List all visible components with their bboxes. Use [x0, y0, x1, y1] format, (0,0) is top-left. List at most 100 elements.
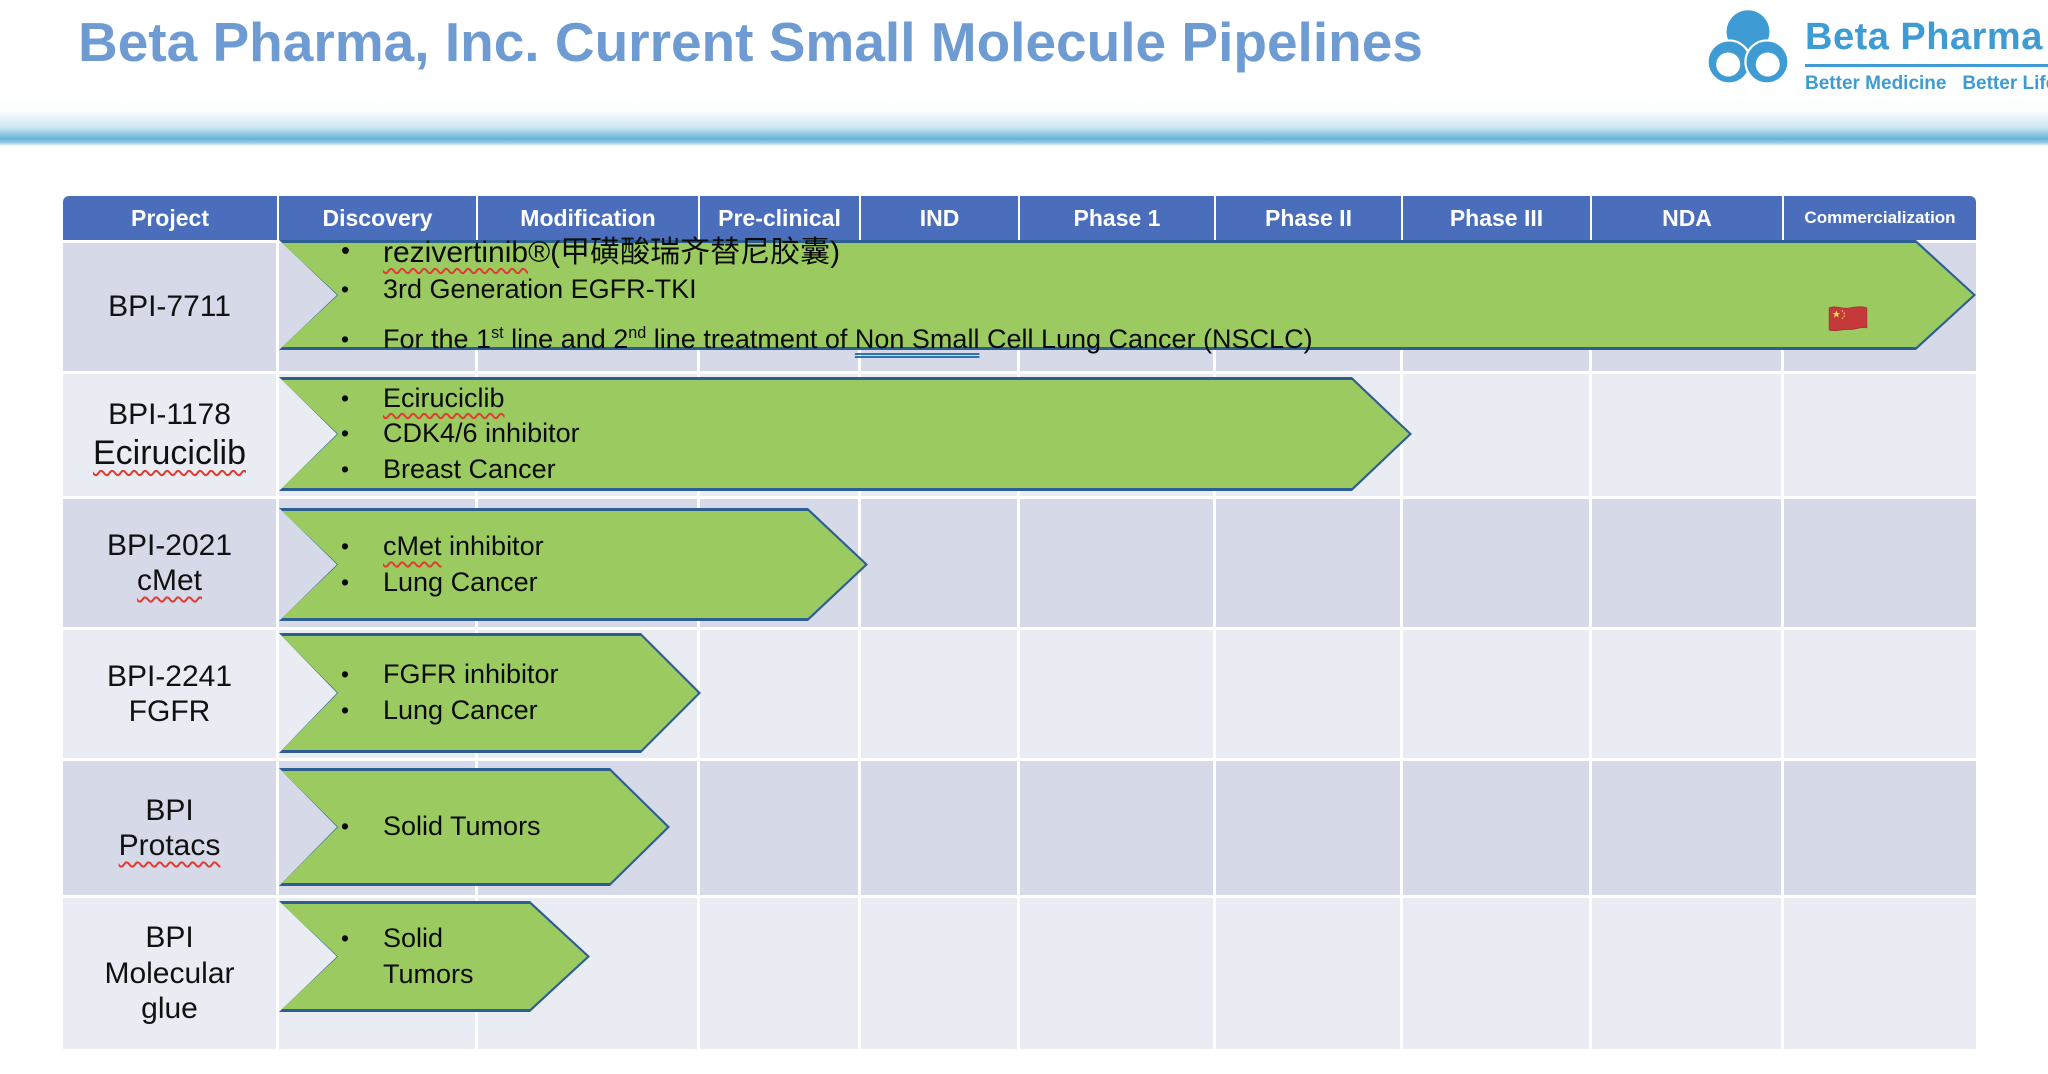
stage-cell [1403, 630, 1592, 758]
bullet-text: cMet inhibitor [383, 529, 544, 565]
bullet-text-segment: line treatment of [646, 323, 855, 354]
project-label: BPI [145, 921, 194, 955]
arrow-bullet: • For the 1st line and 2nd line treatment… [341, 322, 1976, 358]
arrow-bullet: • Eciruciclib [341, 381, 1412, 417]
bullet-text-segment: st [491, 323, 504, 342]
stage-cell [1592, 499, 1784, 627]
bullet-text-segment: Solid Tumors [383, 922, 474, 989]
stage-cell [1403, 499, 1592, 627]
arrow-bullet: • Solid Tumors [341, 809, 670, 845]
arrow-bullet: • cMet inhibitor [341, 529, 868, 565]
stage-cell [1784, 761, 1976, 895]
bullet-text-segment: Cell Lung Cancer (NSCLC) [979, 323, 1313, 354]
logo-trefoil-icon [1706, 10, 1790, 85]
arrow-body [282, 771, 667, 883]
project-label: BPI-2021 [106, 528, 233, 562]
bullet-dot: • [341, 697, 350, 723]
arrow-notes: • Eciruciclib • CDK4/6 inhibitor • Breast Can… [279, 377, 1412, 491]
bullet-dot: • [341, 532, 350, 559]
project-label: FGFR [128, 695, 211, 728]
bullet-text-segment: Lung Cancer [383, 566, 538, 597]
column-header: Pre-clinical [700, 196, 861, 240]
bullet-dot: • [341, 813, 350, 840]
column-header: Phase 1 [1020, 196, 1216, 240]
bullet-text: 3rd Generation EGFR-TKI [383, 272, 697, 308]
arrow-notes: • cMet inhibitor • Lung Cancer [279, 508, 868, 621]
pipeline-arrow: • Solid Tumors [279, 768, 670, 886]
pipeline-arrow: • Eciruciclib • CDK4/6 inhibitor • Breast Can… [279, 377, 1412, 491]
arrow-body [282, 380, 1409, 488]
bullet-text-segment: ®(甲磺酸瑞齐替尼胶囊) [528, 235, 841, 269]
bullet-text: FGFR inhibitor [383, 657, 559, 693]
arrow-bullet: • Solid Tumors [341, 921, 590, 992]
bullet-text-segment: For the 1 [383, 323, 492, 354]
bullet-text: Lung Cancer [383, 565, 538, 601]
stage-cell [861, 761, 1020, 895]
bullet-text: Solid Tumors [383, 921, 474, 992]
arrow-bullet: • rezivertinib®(甲磺酸瑞齐替尼胶囊) [341, 233, 1976, 273]
column-header: Discovery [279, 196, 478, 240]
bullet-text: Breast Cancer [383, 452, 556, 488]
project-cell: BPI-1178 Eciruciclib [63, 374, 279, 496]
bullet-text-segment: line and 2 [503, 323, 629, 354]
column-header: Phase III [1403, 196, 1592, 240]
bullet-text-segment: 3rd Generation EGFR-TKI [383, 274, 697, 305]
bullet-dot: • [341, 420, 350, 447]
project-cell: BPI-2241 FGFR [63, 630, 279, 758]
bullet-dot: • [341, 568, 350, 595]
bullet-text: Solid Tumors [383, 809, 541, 845]
china-flag-icon [1828, 306, 1868, 332]
stage-cell [1784, 374, 1976, 496]
bullet-text-segment: rezivertinib [383, 235, 529, 269]
bullet-dot: • [341, 661, 350, 688]
arrow-notes: • Solid Tumors [279, 768, 670, 886]
project-label: glue [141, 992, 198, 1026]
bullet-dot: • [341, 384, 350, 411]
logo-text: Beta Pharma Better Medicine Better Life [1805, 16, 2048, 95]
logo-tagline: Better Medicine Better Life [1805, 73, 2048, 94]
arrow-notes: • FGFR inhibitor • Lung Cancer [279, 633, 701, 753]
stage-cell [1403, 374, 1592, 496]
column-header: NDA [1592, 196, 1784, 240]
stage-cell [1592, 630, 1784, 758]
bullet-dot: • [341, 325, 350, 352]
project-label: Protacs [118, 829, 221, 862]
bullet-text-segment: Breast Cancer [383, 453, 556, 484]
bullet-text-segment: FGFR inhibitor [383, 659, 559, 690]
bullet-text: rezivertinib®(甲磺酸瑞齐替尼胶囊) [383, 233, 840, 273]
bullet-text-segment: Solid Tumors [383, 811, 541, 842]
project-cell: BPI-2021 cMet [63, 499, 279, 627]
bullet-dot: • [341, 924, 350, 951]
pipeline-arrow: • rezivertinib®(甲磺酸瑞齐替尼胶囊) • 3rd Generation… [279, 236, 1976, 354]
arrow-body [282, 243, 1973, 347]
bullet-text-segment: nd [628, 323, 647, 342]
stage-cell [1216, 761, 1403, 895]
arrow-notes: • rezivertinib®(甲磺酸瑞齐替尼胶囊) • 3rd Generation… [279, 236, 1976, 354]
bullet-text: CDK4/6 inhibitor [383, 416, 580, 452]
project-label: BPI-7711 [108, 290, 231, 324]
bullet-dot: • [341, 276, 350, 303]
arrow-bullet: • Breast Cancer [341, 452, 1412, 488]
bullet-dot: • [341, 455, 350, 482]
bullet-text-segment: CDK4/6 inhibitor [383, 418, 580, 449]
divider-band [0, 96, 2048, 146]
stage-cell [1020, 761, 1216, 895]
company-logo: Beta Pharma Better Medicine Better Life [1705, 6, 2048, 95]
arrow-bullet: • Lung Cancer [341, 693, 701, 729]
project-label: BPI-1178 [108, 398, 231, 432]
column-header: Commercialization [1784, 196, 1976, 240]
arrow-body [282, 511, 865, 618]
project-cell: BPI-7711 [63, 243, 279, 371]
stage-cell [1784, 499, 1976, 627]
stage-cell [1216, 898, 1403, 1049]
pipeline-arrow: • Solid Tumors [279, 901, 590, 1012]
arrow-bullet: • CDK4/6 inhibitor [341, 416, 1412, 452]
stage-cell [861, 898, 1020, 1049]
project-label: BPI-2241 [106, 659, 233, 693]
stage-cell [1592, 374, 1784, 496]
logo-name: Beta Pharma [1805, 16, 2048, 67]
stage-cell [700, 630, 861, 758]
column-header: IND [861, 196, 1020, 240]
table-row: BPI Protacs [63, 761, 1976, 895]
